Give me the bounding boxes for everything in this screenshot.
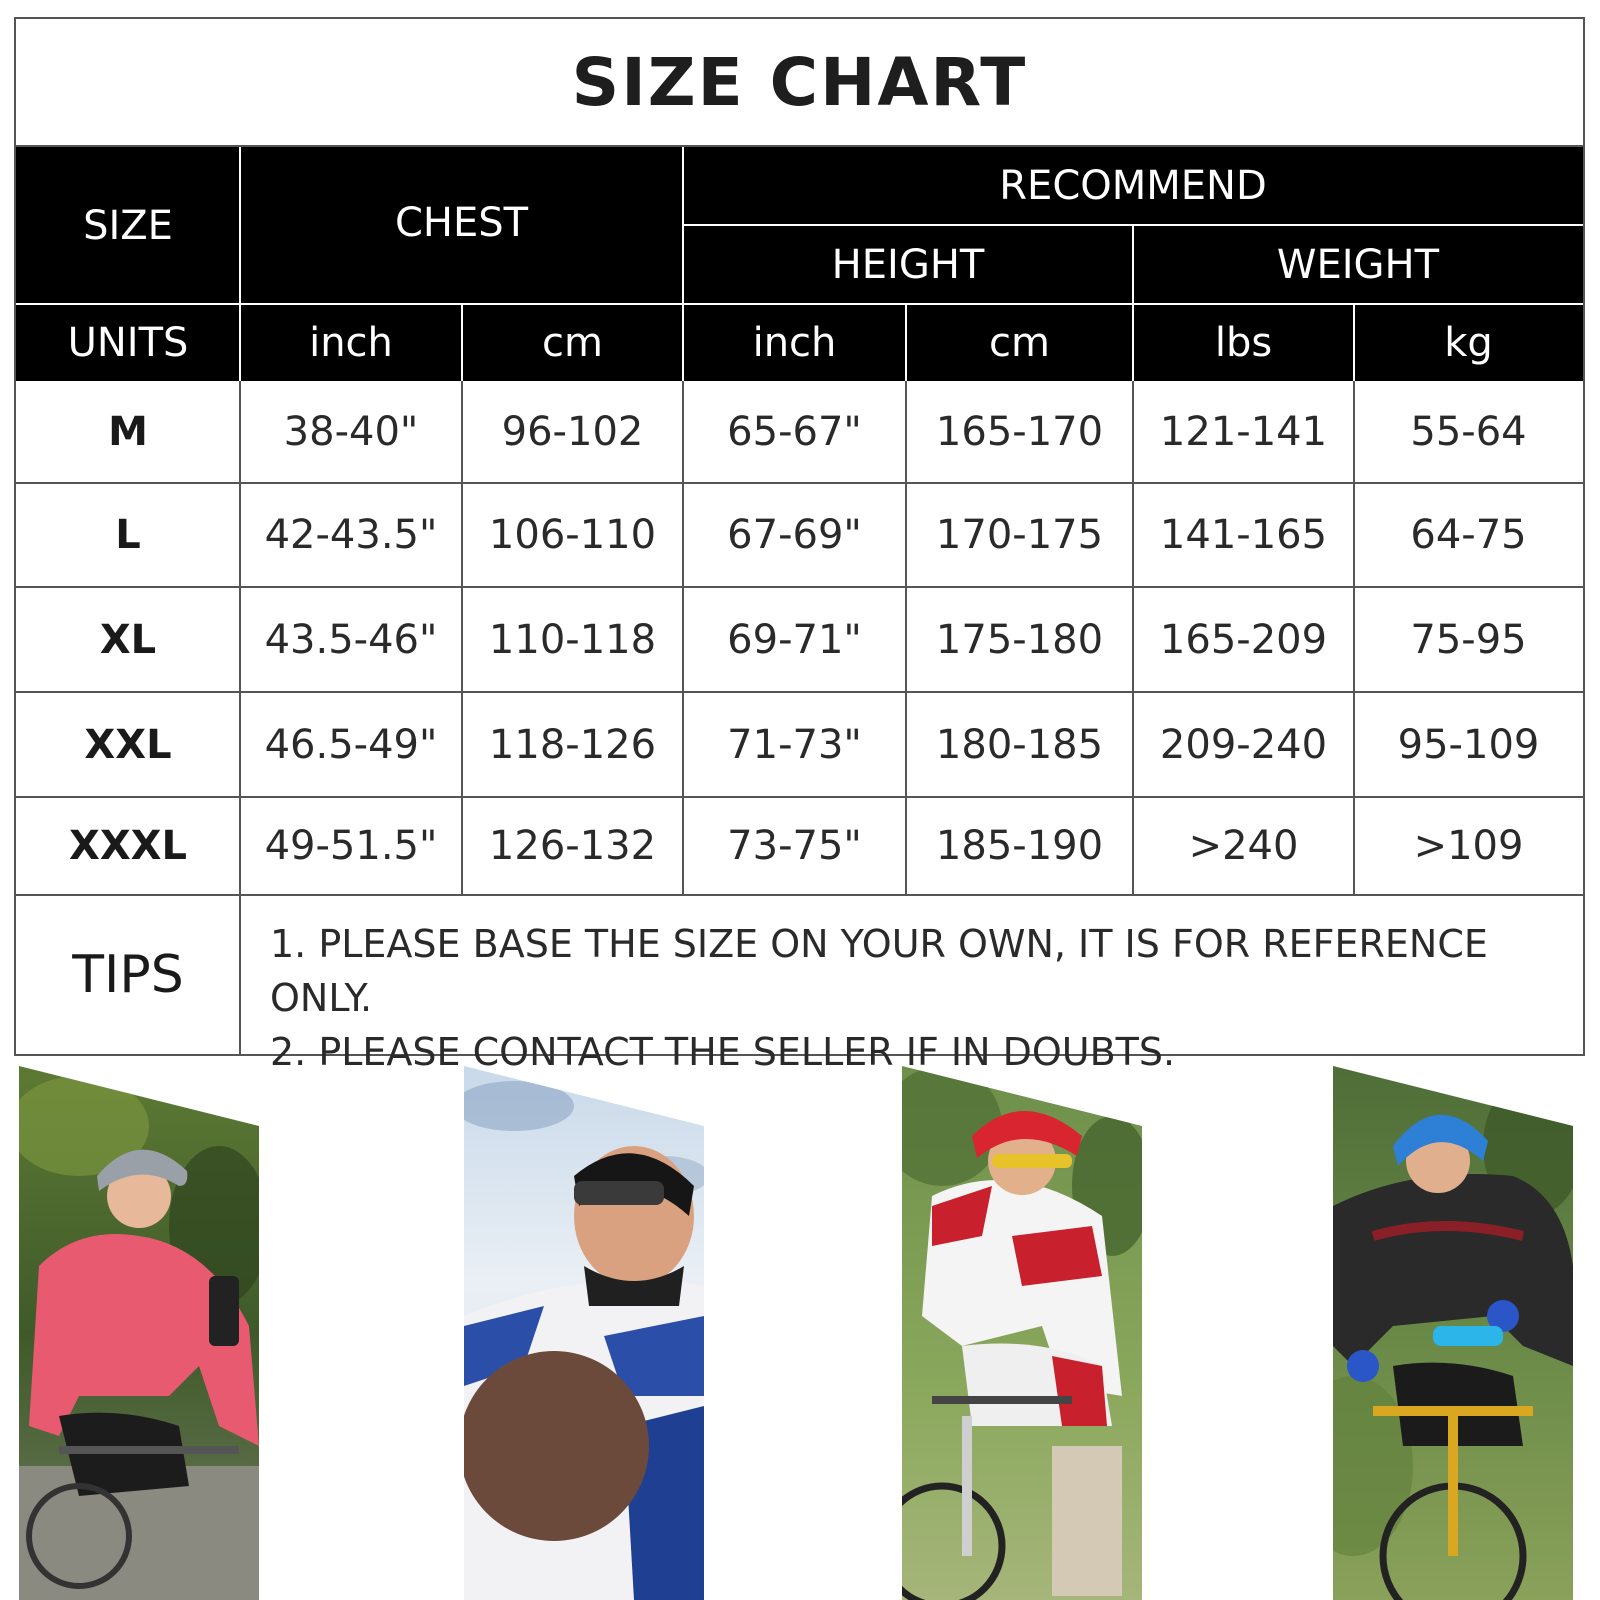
- tips-label: TIPS: [72, 944, 184, 1005]
- cell-size: XXXL: [68, 823, 187, 869]
- cell-size: XL: [99, 616, 157, 663]
- header-weight: WEIGHT: [1133, 225, 1583, 304]
- header-height: HEIGHT: [683, 225, 1133, 304]
- header-divider: [1353, 304, 1355, 381]
- cell-weight-lbs: 141-165: [1159, 512, 1328, 558]
- column-divider: [239, 381, 241, 1054]
- tips-text: 1. PLEASE BASE THE SIZE ON YOUR OWN, IT …: [270, 917, 1570, 1079]
- unit-chest-inch: inch: [240, 304, 462, 381]
- cell-weight-kg: >109: [1413, 823, 1524, 869]
- cell-height-inch: 73-75": [727, 823, 862, 869]
- row-divider: [16, 894, 1583, 896]
- cell-height-cm: 175-180: [935, 616, 1104, 663]
- header-divider: [905, 304, 907, 381]
- cell-chest-cm: 106-110: [488, 512, 657, 558]
- column-divider: [1132, 381, 1134, 895]
- column-divider: [905, 381, 907, 895]
- cell-height-inch: 65-67": [727, 409, 862, 455]
- header-divider: [461, 304, 463, 381]
- tip-line: 2. PLEASE CONTACT THE SELLER IF IN DOUBT…: [270, 1030, 1176, 1074]
- header-size: SIZE: [16, 147, 240, 304]
- cell-size: L: [115, 512, 141, 558]
- header-recommend: RECOMMEND: [683, 147, 1583, 225]
- cell-weight-kg: 55-64: [1410, 409, 1527, 455]
- cell-height-inch: 67-69": [727, 512, 862, 558]
- cell-weight-lbs: 121-141: [1159, 409, 1328, 455]
- cell-chest-inch: 46.5-49": [264, 721, 438, 768]
- header-divider: [682, 147, 684, 381]
- tip-line: 1. PLEASE BASE THE SIZE ON YOUR OWN, IT …: [270, 922, 1488, 1020]
- cell-height-cm: 165-170: [935, 409, 1104, 455]
- row-divider: [16, 796, 1583, 798]
- cell-size: M: [108, 409, 148, 455]
- cell-weight-lbs: >240: [1188, 823, 1299, 869]
- cell-height-cm: 170-175: [935, 512, 1104, 558]
- cell-chest-cm: 126-132: [488, 823, 657, 869]
- cell-height-inch: 69-71": [727, 616, 862, 663]
- photo-mountain-biker: [1333, 1066, 1573, 1600]
- row-divider: [16, 586, 1583, 588]
- cell-height-cm: 185-190: [935, 823, 1104, 869]
- column-divider: [1353, 381, 1355, 895]
- cell-height-inch: 71-73": [727, 721, 862, 768]
- cell-chest-inch: 43.5-46": [264, 616, 438, 663]
- cell-weight-kg: 95-109: [1397, 721, 1540, 768]
- cell-chest-cm: 110-118: [488, 616, 657, 663]
- unit-chest-cm: cm: [462, 304, 683, 381]
- photo-road-cyclist: [902, 1066, 1142, 1600]
- cell-chest-inch: 49-51.5": [264, 823, 438, 869]
- cell-weight-lbs: 209-240: [1159, 721, 1328, 768]
- cell-chest-cm: 118-126: [488, 721, 657, 768]
- cell-chest-inch: 42-43.5": [264, 512, 438, 558]
- header-divider: [239, 147, 241, 381]
- column-divider: [682, 381, 684, 895]
- photo-cyclist-looking-up: [464, 1066, 704, 1600]
- header-chest: CHEST: [240, 147, 683, 304]
- unit-weight-kg: kg: [1354, 304, 1583, 381]
- unit-height-cm: cm: [906, 304, 1133, 381]
- cell-weight-lbs: 165-209: [1159, 616, 1328, 663]
- row-divider: [16, 482, 1583, 484]
- photo-woman-cyclist: [19, 1066, 259, 1600]
- cell-size: XXL: [84, 721, 172, 768]
- chart-title: SIZE CHART: [16, 19, 1583, 147]
- header-units: UNITS: [16, 304, 240, 381]
- cell-weight-kg: 64-75: [1410, 512, 1527, 558]
- cell-height-cm: 180-185: [935, 721, 1104, 768]
- row-divider: [16, 691, 1583, 693]
- header-divider: [16, 303, 1583, 305]
- cell-weight-kg: 75-95: [1410, 616, 1527, 663]
- size-chart-table: SIZE CHART SIZE CHEST RECOMMEND HEIGHT W…: [14, 17, 1585, 1074]
- header-divider: [683, 224, 1583, 226]
- unit-height-inch: inch: [683, 304, 906, 381]
- cell-chest-cm: 96-102: [501, 409, 644, 455]
- column-divider: [461, 381, 463, 895]
- cell-chest-inch: 38-40": [283, 409, 419, 455]
- unit-weight-lbs: lbs: [1133, 304, 1354, 381]
